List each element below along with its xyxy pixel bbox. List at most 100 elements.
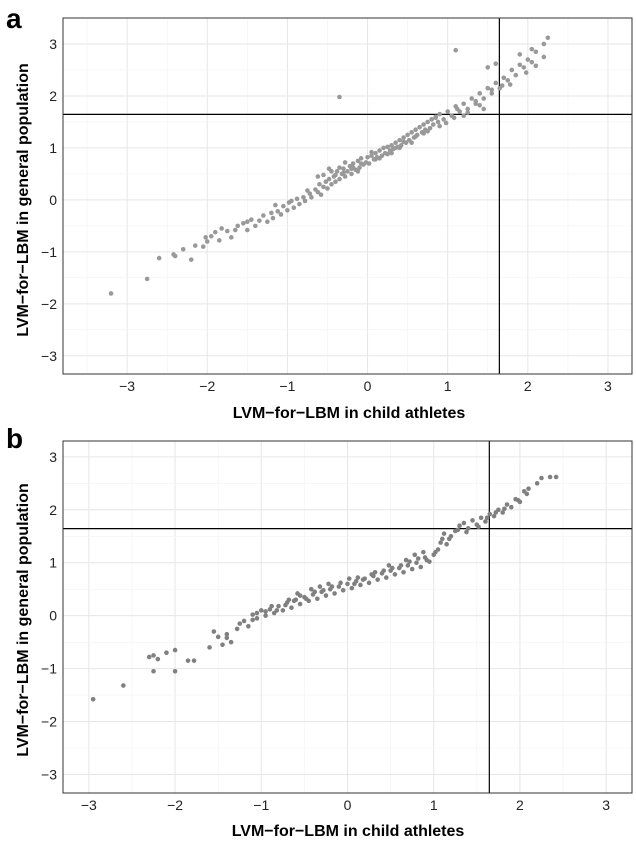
panel-b-data-point <box>329 584 335 589</box>
panel-a-data-point <box>350 161 356 166</box>
panel-a-data-point <box>405 132 410 138</box>
panel-a-data-point <box>228 235 234 240</box>
panel-a-data-point <box>349 166 354 172</box>
panel-b-data-point <box>90 697 96 702</box>
panel-a-data-point <box>302 198 308 204</box>
panel-b-data-point <box>172 647 178 653</box>
panel-a-data-point <box>323 179 329 185</box>
panel-a-data-point <box>278 212 284 217</box>
panel-b-data-point <box>258 608 264 613</box>
panel-a-data-point <box>337 165 342 170</box>
panel-a-data-point <box>334 169 340 174</box>
panel-a-data-point <box>377 156 382 161</box>
panel-b-data-point <box>441 531 447 536</box>
panel-b-data-point <box>383 575 389 580</box>
panel-a-grid <box>63 18 632 374</box>
panel-b-data-point <box>308 586 314 592</box>
panel-a-data-point <box>421 122 426 127</box>
panel-b-data-point <box>234 626 240 632</box>
panel-b-data-point <box>409 566 415 572</box>
panel-a-data-point <box>301 194 306 200</box>
panel-a-data-point <box>305 188 310 193</box>
panel-a-x-tick-label: −3 <box>119 378 135 394</box>
panel-b-data-point <box>438 540 443 545</box>
panel-a-y-tick-label: −2 <box>41 296 57 312</box>
panel-b-data-point <box>369 572 374 577</box>
panel-a-data-point <box>315 189 321 195</box>
panel-a-data-point <box>355 169 361 174</box>
panel-b-data-point <box>263 613 268 618</box>
panel-b-reference-lines <box>63 441 632 793</box>
panel-b-data-point <box>457 523 462 528</box>
panel-b-data-point <box>515 497 521 503</box>
panel-a-data-point <box>454 106 460 112</box>
panel-b-data-point <box>254 616 260 621</box>
panel-a-y-tick-label: 1 <box>49 140 57 156</box>
panel-a-y-axis-title: LVM−for−LBM in general population <box>15 63 32 336</box>
panel-a-y-tick-label: 2 <box>49 88 57 104</box>
panel-b-data-point <box>502 506 507 512</box>
panel-a-y-tick-label: 0 <box>49 192 57 208</box>
panel-a-data-point <box>309 194 314 200</box>
panel-a-data-point <box>401 139 406 144</box>
panel-b-data-point <box>246 623 251 629</box>
panel-a-x-tick-label: 2 <box>524 378 532 394</box>
panel-a-data-point <box>427 125 433 131</box>
panel-b: b −3 −2 −1 0 1 2 3 −3 −2 −1 0 1 2 3 LVM−for−LBM in c… <box>6 423 633 840</box>
panel-a-data-point <box>461 101 467 107</box>
panel-a-data-point <box>529 46 535 52</box>
panel-a-data-point <box>321 184 326 190</box>
panel-b-data-point <box>164 650 169 656</box>
panel-a-data-point <box>297 201 302 207</box>
panel-b-data-point <box>539 475 544 481</box>
panel-b-data-point <box>303 596 309 602</box>
panel-b-data-point <box>121 683 126 688</box>
panel-b-data-point <box>470 518 475 523</box>
panel-b-data-point <box>534 481 540 486</box>
panel-a-data-point <box>525 57 531 62</box>
panel-a-data-point <box>409 140 414 146</box>
panel-b-data-point <box>483 519 488 524</box>
panel-a-data-point <box>413 127 418 133</box>
panel-b-data-point <box>375 577 380 582</box>
panel-a-data-point <box>307 191 313 196</box>
panel-b-data-point <box>224 631 230 637</box>
panel-a-x-tick-label: −2 <box>199 378 215 394</box>
panel-b-data-point <box>418 564 424 570</box>
panel-a-data-point <box>389 150 394 156</box>
panel-a-data-point <box>235 223 241 229</box>
panel-a-x-tick-label: 1 <box>444 378 452 394</box>
panel-b-data-point <box>476 524 481 530</box>
panel-a-data-point <box>192 243 198 248</box>
panel-b-data-point <box>433 549 438 555</box>
panel-a-data-point <box>529 59 535 65</box>
panel-a-data-point <box>341 166 346 172</box>
panel-b-plot-frame <box>62 440 633 794</box>
panel-a-x-tick-label: 3 <box>604 378 612 394</box>
panel-a-data-point <box>365 154 370 160</box>
panel-a-data-point <box>401 135 406 140</box>
panel-b-data-point <box>315 596 320 602</box>
panel-b-x-tick-label: 1 <box>430 797 438 813</box>
panel-a-data-point <box>216 238 222 243</box>
panel-b-data-point <box>151 653 156 658</box>
panel-a-data-point <box>337 176 342 182</box>
panel-a-data-point <box>291 205 297 210</box>
panel-a-data-point <box>493 61 499 67</box>
panel-a-data-point <box>417 124 422 130</box>
panel-a-data-point <box>430 122 436 127</box>
panel-a-data-point <box>315 174 321 179</box>
panel-b-data-point <box>254 610 260 616</box>
panel-a-data-point <box>517 52 523 57</box>
panel-a-data-point <box>275 209 281 214</box>
panel-b-data-point <box>403 557 409 563</box>
panel-a-data-point <box>493 80 499 86</box>
panel-b-data-point <box>352 581 357 587</box>
panel-a-data-point <box>358 156 364 161</box>
panel-b-y-tick-label: −1 <box>41 661 57 677</box>
panel-a-data-point <box>285 207 290 213</box>
panel-a-data-point <box>453 47 458 53</box>
panel-b-data-point <box>250 617 255 623</box>
panel-a-data-point <box>233 227 238 233</box>
